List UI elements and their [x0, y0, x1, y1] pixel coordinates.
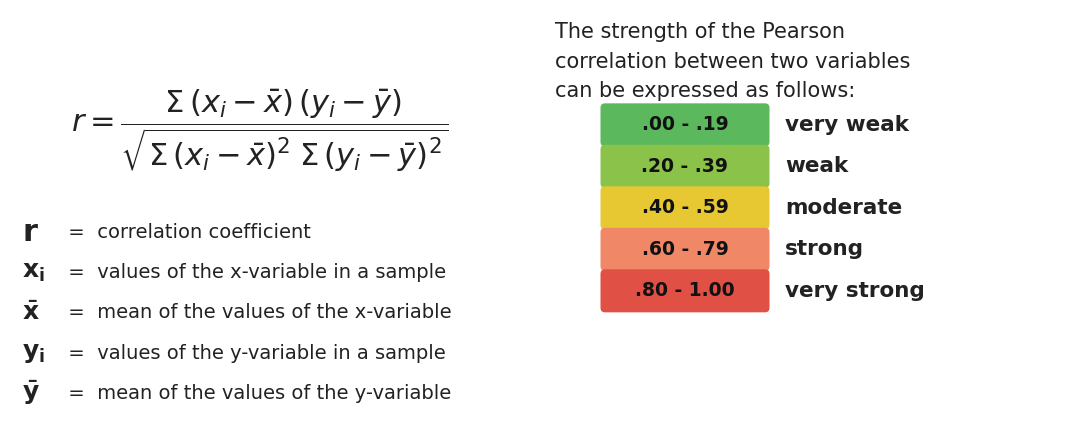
FancyBboxPatch shape	[601, 103, 769, 146]
Text: .80 - 1.00: .80 - 1.00	[635, 281, 734, 300]
Text: The strength of the Pearson
correlation between two variables
can be expressed a: The strength of the Pearson correlation …	[555, 22, 911, 101]
FancyBboxPatch shape	[601, 186, 769, 230]
Text: strong: strong	[786, 239, 864, 259]
Text: very strong: very strong	[786, 281, 925, 301]
Text: $\mathbf{\bar{x}}$: $\mathbf{\bar{x}}$	[22, 301, 40, 325]
Text: $\mathbf{\bar{y}}$: $\mathbf{\bar{y}}$	[22, 379, 40, 407]
Text: $\mathbf{y_i}$: $\mathbf{y_i}$	[22, 341, 45, 365]
Text: =  values of the x-variable in a sample: = values of the x-variable in a sample	[62, 263, 446, 282]
Text: weak: weak	[786, 156, 849, 177]
Text: very weak: very weak	[786, 115, 908, 135]
Text: .60 - .79: .60 - .79	[642, 240, 729, 259]
Text: $\mathbf{x_i}$: $\mathbf{x_i}$	[22, 261, 45, 284]
Text: $\mathbf{r}$: $\mathbf{r}$	[22, 218, 39, 247]
Text: .40 - .59: .40 - .59	[642, 198, 729, 217]
FancyBboxPatch shape	[601, 269, 769, 312]
FancyBboxPatch shape	[601, 145, 769, 188]
Text: =  correlation coefficient: = correlation coefficient	[62, 223, 311, 242]
Text: =  mean of the values of the y-variable: = mean of the values of the y-variable	[62, 384, 452, 403]
Text: moderate: moderate	[786, 198, 902, 218]
Text: $r = \dfrac{\Sigma\,(x_i - \bar{x})\,(y_i - \bar{y})}{\sqrt{\Sigma\,(x_i - \bar{: $r = \dfrac{\Sigma\,(x_i - \bar{x})\,(y_…	[72, 88, 448, 175]
Text: .00 - .19: .00 - .19	[642, 115, 728, 134]
Text: =  mean of the values of the x-variable: = mean of the values of the x-variable	[62, 303, 452, 322]
Text: =  values of the y-variable in a sample: = values of the y-variable in a sample	[62, 343, 446, 363]
FancyBboxPatch shape	[601, 228, 769, 271]
Text: .20 - .39: .20 - .39	[642, 157, 729, 176]
